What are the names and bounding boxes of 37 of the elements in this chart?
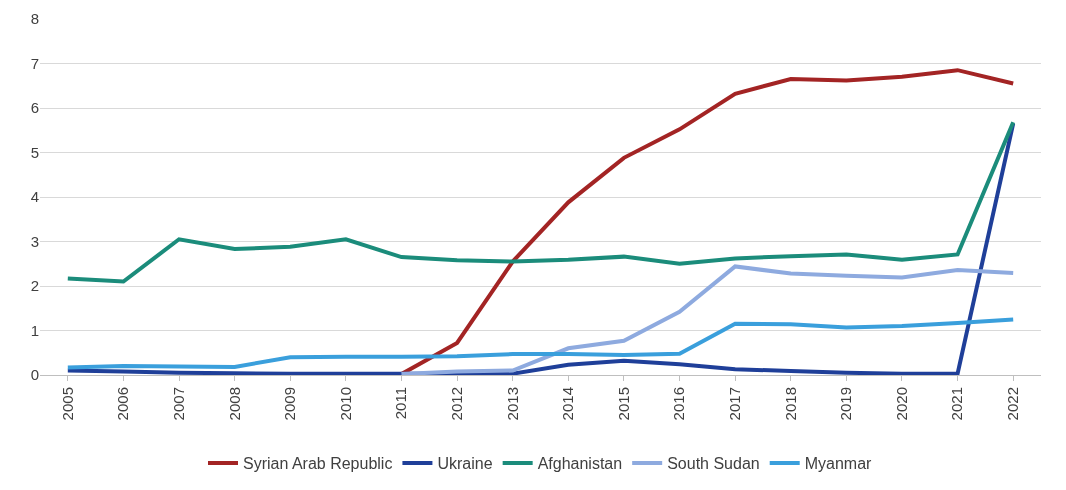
x-tick-label: 2012 bbox=[447, 387, 465, 421]
x-tick-label: 2009 bbox=[281, 387, 299, 421]
legend-label: South Sudan bbox=[667, 455, 760, 473]
legend-label: Ukraine bbox=[437, 455, 493, 473]
y-tick-label: 8 bbox=[30, 10, 39, 28]
line-series bbox=[399, 68, 1016, 375]
x-tick-label: 2021 bbox=[948, 387, 966, 421]
x-tick-label: 2017 bbox=[726, 387, 744, 421]
x-tick-label: 2022 bbox=[1004, 387, 1022, 421]
legend-label: Myanmar bbox=[804, 455, 873, 473]
line-series bbox=[65, 317, 1016, 370]
x-tick-label: 2013 bbox=[503, 387, 521, 421]
y-tick-label: 4 bbox=[30, 188, 39, 206]
x-tick-label: 2011 bbox=[392, 387, 410, 420]
x-tick-label: 2007 bbox=[169, 387, 187, 421]
line-series bbox=[399, 264, 1016, 375]
y-tick-label: 6 bbox=[30, 99, 39, 117]
x-tick-label: 2014 bbox=[559, 387, 577, 421]
x-tick-label: 2019 bbox=[837, 387, 855, 421]
x-tick-label: 2008 bbox=[225, 387, 243, 421]
legend-label: Syrian Arab Republic bbox=[243, 455, 393, 473]
x-tick-label: 2018 bbox=[781, 387, 799, 421]
line-series bbox=[65, 120, 1016, 284]
line-series bbox=[65, 121, 1016, 375]
y-tick-label: 1 bbox=[30, 321, 39, 339]
x-tick-label: 2016 bbox=[670, 387, 688, 421]
y-tick-label: 3 bbox=[30, 232, 39, 250]
x-tick-label: 2015 bbox=[614, 387, 632, 421]
y-tick-label: 7 bbox=[30, 54, 39, 72]
legend-label: Afghanistan bbox=[537, 455, 623, 473]
y-tick-label: 5 bbox=[30, 143, 39, 161]
y-tick-label: 2 bbox=[30, 277, 39, 295]
x-tick-label: 2006 bbox=[114, 387, 132, 421]
x-tick-label: 2010 bbox=[336, 387, 354, 421]
x-tick-label: 2005 bbox=[58, 387, 76, 421]
x-tick-label: 2020 bbox=[892, 387, 910, 421]
y-tick-label: 0 bbox=[30, 366, 39, 384]
